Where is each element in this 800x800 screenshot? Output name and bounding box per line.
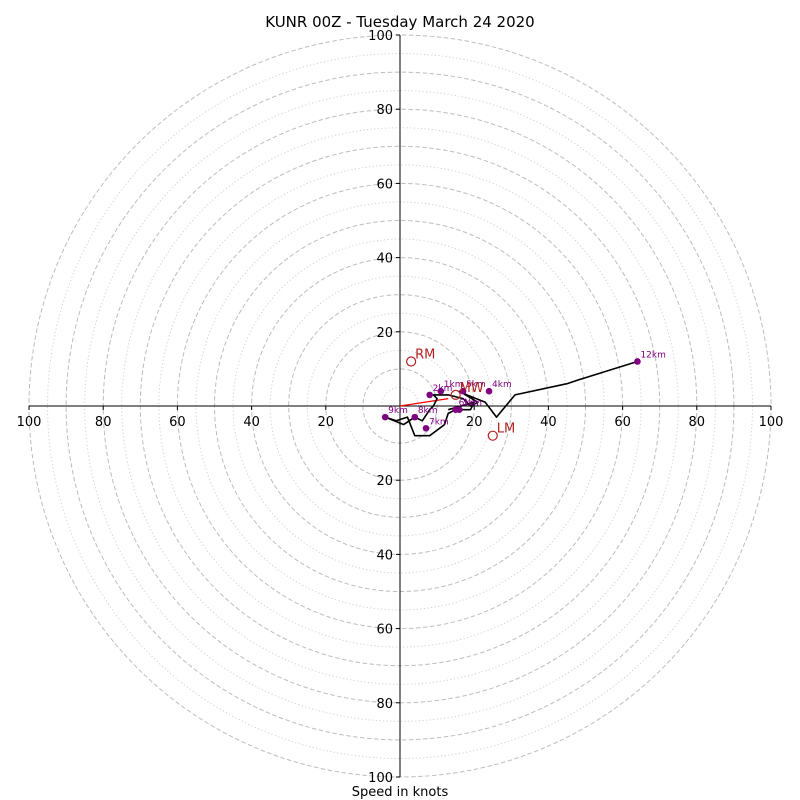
- x-axis-label: Speed in knots: [352, 785, 449, 800]
- height-label-8km: 8km: [418, 406, 438, 416]
- height-marker-2km: [426, 391, 433, 399]
- y-tick-label: 20: [376, 474, 393, 489]
- height-label-4km: 4km: [492, 380, 512, 390]
- x-tick-label: 40: [540, 415, 557, 430]
- height-label-6km: 6km: [459, 399, 479, 409]
- storm-motion-label-LM: LM: [497, 422, 515, 437]
- x-tick-label: 60: [169, 415, 186, 430]
- height-marker-4km: [485, 387, 493, 395]
- y-tick-label: 40: [376, 252, 393, 267]
- y-tick-label: 100: [368, 29, 393, 44]
- height-marker-5km: [459, 387, 467, 395]
- tick-labels: 100 100 80 80 60 60 40 40 20 20 20 20 40 40 60 60 80 80 10…: [17, 29, 784, 786]
- y-tick-label: 80: [376, 103, 393, 118]
- x-tick-label: 80: [689, 415, 706, 430]
- y-tick-label: 60: [376, 177, 393, 192]
- y-tick-label: 40: [376, 548, 393, 563]
- height-label-3km: 3km: [462, 399, 482, 409]
- height-marker-9km: [381, 413, 389, 421]
- height-label-2km: 2km: [433, 384, 453, 394]
- height-label-7km: 7km: [429, 417, 449, 427]
- storm-motion-marker-MW: [450, 389, 461, 400]
- height-marker-1km: [437, 387, 445, 395]
- hodograph-trace: [384, 360, 638, 437]
- y-tick-label: 100: [368, 771, 393, 786]
- height-marker-6km: [452, 406, 459, 414]
- height-marker-7km: [422, 424, 430, 432]
- storm-motion-marker-LM: [487, 430, 498, 441]
- x-tick-label: 20: [466, 415, 483, 430]
- x-tick-label: 100: [759, 415, 784, 430]
- y-tick-label: 20: [376, 326, 393, 341]
- height-label-1km: 1km: [444, 380, 464, 390]
- storm-motion-label-MW: MW: [460, 381, 484, 396]
- height-marker-8km: [411, 413, 419, 421]
- hodograph-line: [384, 360, 638, 437]
- y-tick-label: 80: [376, 697, 393, 712]
- chart-title: KUNR 00Z - Tuesday March 24 2020: [265, 13, 534, 31]
- storm-motion-marker-RM: [406, 356, 417, 367]
- storm-motion-markers: RM LM MW: [406, 347, 515, 441]
- y-tick-label: 60: [376, 623, 393, 638]
- height-label-12km: 12km: [640, 350, 665, 360]
- x-tick-label: 60: [614, 415, 631, 430]
- height-marker-12km: [634, 358, 641, 365]
- x-tick-label: 100: [17, 415, 42, 430]
- storm-motion-label-RM: RM: [415, 347, 435, 362]
- shear-vector-line: [399, 397, 449, 407]
- x-tick-label: 40: [243, 415, 260, 430]
- height-label-9km: 9km: [388, 406, 408, 416]
- x-tick-label: 20: [318, 415, 335, 430]
- height-label-5km: 5km: [466, 380, 486, 390]
- shear-vector: [399, 397, 449, 407]
- x-tick-label: 80: [95, 415, 112, 430]
